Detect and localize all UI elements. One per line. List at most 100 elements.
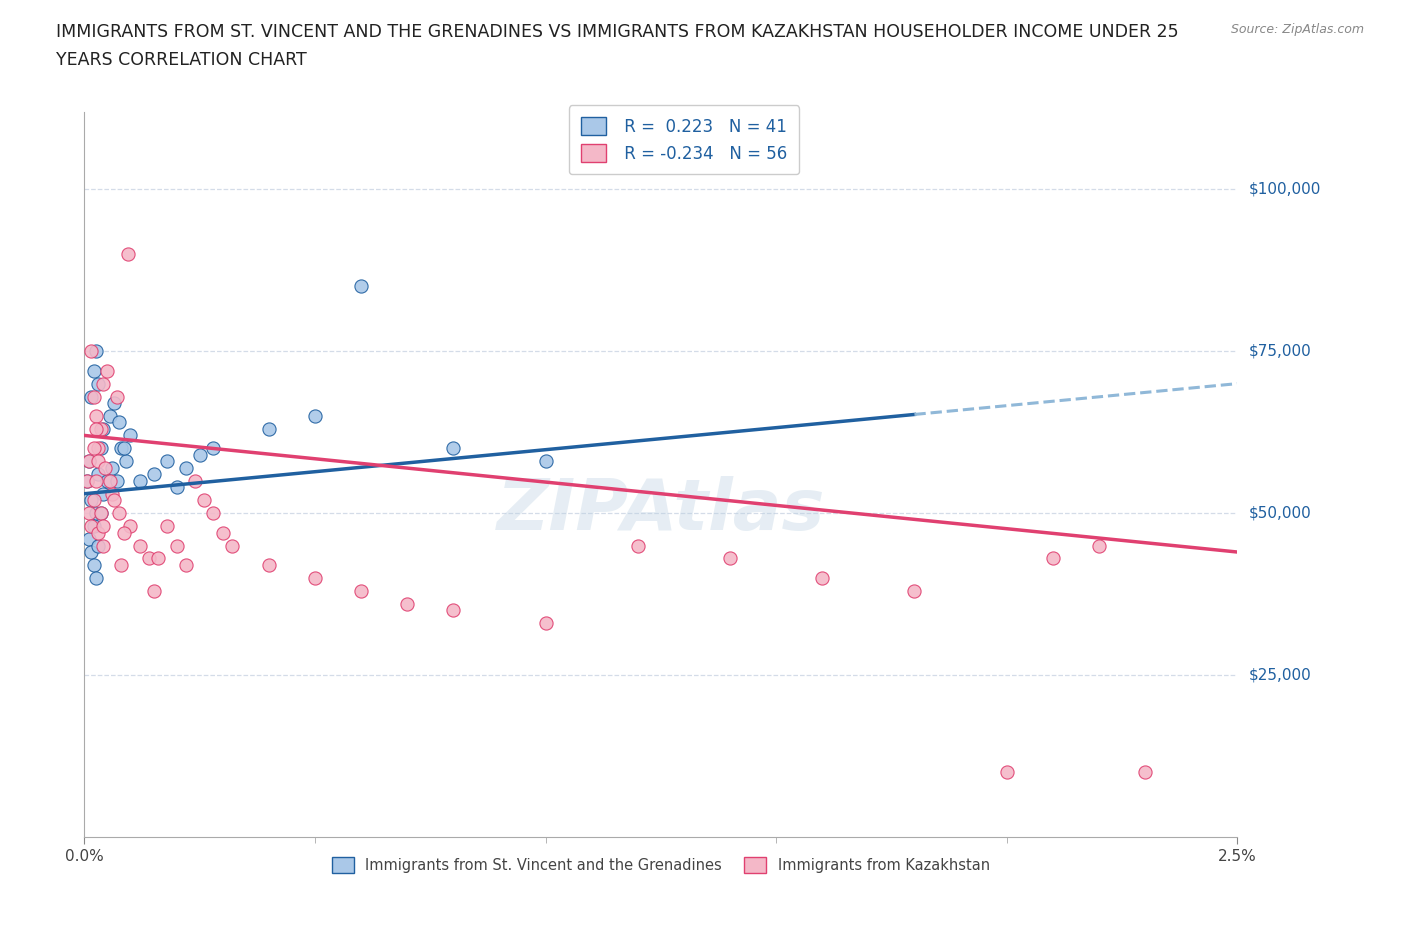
Point	[1088, 538, 1111, 553]
Point	[108, 415, 131, 430]
Point	[89, 441, 111, 456]
Point	[103, 395, 125, 410]
Point	[94, 460, 117, 475]
Point	[103, 493, 125, 508]
Point	[188, 447, 211, 462]
Point	[91, 421, 114, 436]
Point	[1042, 551, 1064, 566]
Point	[89, 506, 111, 521]
Point	[105, 389, 128, 404]
Point	[350, 583, 373, 598]
Point	[120, 428, 142, 443]
Point	[441, 603, 464, 618]
Point	[257, 421, 280, 436]
Point	[98, 473, 121, 488]
Point	[166, 538, 188, 553]
Point	[83, 558, 105, 573]
Point	[811, 570, 834, 585]
Point	[117, 246, 139, 261]
Point	[101, 486, 124, 501]
Point	[87, 525, 110, 540]
Text: ZIPAtlas: ZIPAtlas	[496, 476, 825, 545]
Point	[202, 506, 225, 521]
Point	[995, 764, 1018, 779]
Point	[142, 467, 165, 482]
Point	[156, 519, 179, 534]
Point	[128, 538, 150, 553]
Point	[112, 525, 135, 540]
Point	[120, 519, 142, 534]
Point	[156, 454, 179, 469]
Point	[87, 377, 110, 392]
Point	[83, 389, 105, 404]
Point	[96, 473, 118, 488]
Point	[83, 493, 105, 508]
Point	[128, 473, 150, 488]
Point	[77, 454, 100, 469]
Point	[83, 441, 105, 456]
Point	[174, 460, 197, 475]
Point	[718, 551, 741, 566]
Point	[80, 493, 103, 508]
Point	[87, 454, 110, 469]
Point	[84, 408, 107, 423]
Text: $25,000: $25,000	[1249, 668, 1312, 683]
Point	[101, 460, 124, 475]
Point	[146, 551, 169, 566]
Point	[142, 583, 165, 598]
Point	[211, 525, 233, 540]
Point	[105, 473, 128, 488]
Point	[87, 467, 110, 482]
Point	[84, 473, 107, 488]
Point	[91, 519, 114, 534]
Point	[108, 506, 131, 521]
Text: IMMIGRANTS FROM ST. VINCENT AND THE GRENADINES VS IMMIGRANTS FROM KAZAKHSTAN HOU: IMMIGRANTS FROM ST. VINCENT AND THE GREN…	[56, 23, 1178, 41]
Point	[91, 486, 114, 501]
Point	[221, 538, 243, 553]
Point	[174, 558, 197, 573]
Point	[87, 441, 110, 456]
Point	[257, 558, 280, 573]
Point	[91, 377, 114, 392]
Point	[76, 473, 98, 488]
Point	[77, 532, 100, 547]
Point	[80, 344, 103, 359]
Point	[112, 441, 135, 456]
Point	[77, 454, 100, 469]
Point	[304, 408, 326, 423]
Point	[627, 538, 650, 553]
Point	[304, 570, 326, 585]
Point	[91, 538, 114, 553]
Legend: Immigrants from St. Vincent and the Grenadines, Immigrants from Kazakhstan: Immigrants from St. Vincent and the Gren…	[325, 850, 997, 881]
Point	[534, 454, 557, 469]
Point	[350, 279, 373, 294]
Point	[166, 480, 188, 495]
Point	[84, 421, 107, 436]
Point	[396, 596, 419, 611]
Point	[1133, 764, 1156, 779]
Point	[77, 506, 100, 521]
Point	[87, 538, 110, 553]
Point	[83, 364, 105, 379]
Point	[89, 506, 111, 521]
Point	[83, 519, 105, 534]
Point	[98, 408, 121, 423]
Point	[84, 506, 107, 521]
Point	[202, 441, 225, 456]
Point	[110, 558, 132, 573]
Text: $50,000: $50,000	[1249, 506, 1312, 521]
Point	[138, 551, 160, 566]
Point	[903, 583, 925, 598]
Point	[96, 364, 118, 379]
Point	[115, 454, 138, 469]
Text: $100,000: $100,000	[1249, 182, 1320, 197]
Point	[80, 389, 103, 404]
Point	[89, 421, 111, 436]
Point	[76, 473, 98, 488]
Point	[84, 344, 107, 359]
Point	[534, 616, 557, 631]
Text: Source: ZipAtlas.com: Source: ZipAtlas.com	[1230, 23, 1364, 36]
Point	[110, 441, 132, 456]
Text: $75,000: $75,000	[1249, 344, 1312, 359]
Point	[80, 519, 103, 534]
